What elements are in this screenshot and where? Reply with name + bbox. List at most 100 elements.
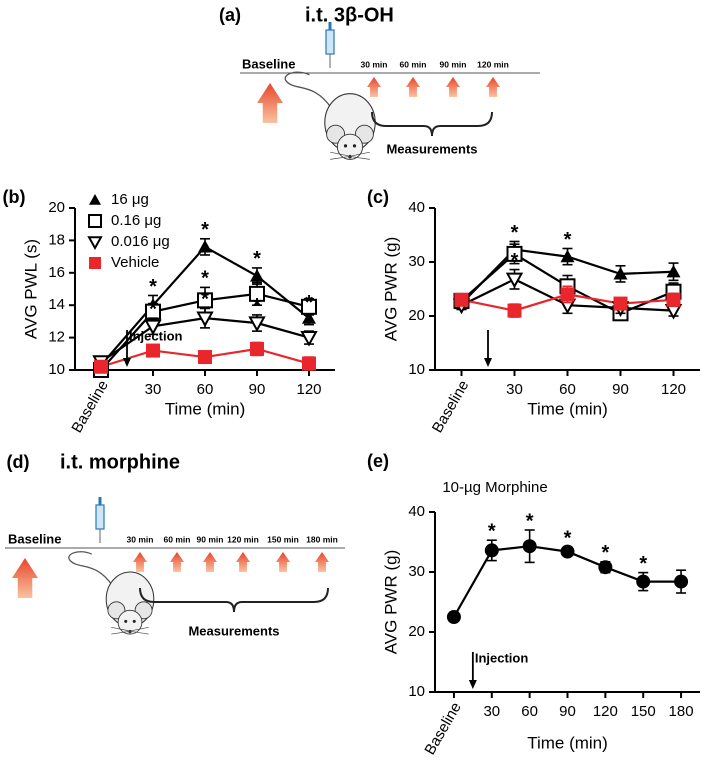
whisker [351,156,370,160]
syringe-icon [325,22,335,68]
data-point [250,269,264,282]
data-point [505,272,524,289]
significance-mark: * [149,298,157,320]
legend-marker [88,214,102,228]
time-label: 30 min [127,534,154,544]
baseline-label: Baseline [242,56,295,71]
y-axis-title: AVG PWR (g) [381,550,400,655]
data-point [250,341,264,356]
arrow-icon [12,558,38,598]
data-point [613,296,628,311]
mouse-eye [132,619,136,623]
significance-mark: * [149,276,157,298]
injection-arrowhead [468,680,477,689]
data-point [446,610,461,624]
y-axis-title: AVG PWR (g) [381,237,400,342]
time-label: 90 min [440,59,467,69]
time-label: 60 min [400,59,427,69]
data-point [249,285,265,302]
significance-mark: * [639,553,647,575]
x-tick-label: Baseline [68,377,111,435]
injection-arrowhead [123,358,131,367]
y-tick-label: 14 [48,296,65,313]
whisker [330,156,349,160]
mouse-head [336,133,364,160]
y-tick-label: 12 [48,329,65,346]
significance-mark: * [526,510,534,532]
significance-mark: * [564,229,572,251]
injection-arrowhead [484,358,492,367]
y-tick-label: 10 [408,683,425,700]
data-point [198,350,212,365]
significance-mark: * [253,248,261,270]
x-tick-label: 180 [669,703,694,720]
data-point [302,356,316,371]
syringe-icon [95,497,105,543]
baseline-label: Baseline [8,531,61,546]
significance-mark: * [488,520,496,542]
panel-label: (b) [3,187,26,207]
data-point [248,316,266,333]
whisker [131,626,149,632]
significance-mark: * [253,295,261,317]
y-tick-label: 18 [48,231,65,248]
significance-mark: * [201,289,209,311]
y-tick-label: 10 [408,361,425,378]
x-axis-title: Time (min) [165,399,246,418]
x-tick-label: 90 [559,703,576,720]
legend-marker [89,257,101,269]
significance-mark: * [201,219,209,241]
panel-label: (a) [219,5,241,25]
x-axis-title: Time (min) [527,399,608,418]
mouse-tail [68,551,114,587]
data-point [598,560,613,575]
x-tick-label: 90 [249,381,266,398]
arrow-icon [276,552,290,572]
syringe-barrel [95,504,105,530]
arrow-icon [236,552,250,572]
brace [139,587,329,613]
legend-marker [87,236,103,251]
chart-title: 10-µg Morphine [442,479,547,496]
data-point [197,292,213,309]
syringe-plunger [328,22,332,30]
mouse-icon [284,71,376,160]
significance-mark: * [305,292,313,314]
x-tick-label: 30 [145,381,162,398]
time-label: 30 min [361,59,388,69]
x-tick-label: 120 [593,703,618,720]
data-point [674,574,689,589]
data-point [666,264,681,278]
x-tick-label: 120 [296,381,321,398]
x-tick-label: 60 [197,381,214,398]
injection-label: Injection [129,328,183,343]
arrow-icon [257,83,283,123]
data-point [522,539,537,554]
panel-label: (d) [7,452,30,472]
y-tick-label: 40 [408,503,425,520]
mouse-head [117,609,143,635]
legend-label: 16 μg [111,191,149,208]
mouse-eye [352,144,357,148]
syringe-barrel [325,29,335,55]
arrow-icon [486,77,500,97]
data-point [302,311,316,324]
data-point [507,303,522,318]
significance-mark: * [564,528,572,550]
significance-mark: * [511,250,519,272]
x-tick-label: 90 [612,381,629,398]
x-tick-label: 120 [661,381,686,398]
legend-label: 0.016 μg [111,233,170,250]
y-tick-label: 30 [408,253,425,270]
data-point [666,292,681,307]
panel-label: (c) [367,187,389,207]
y-tick-label: 10 [48,361,65,378]
significance-mark: * [511,222,519,244]
caption: Measurements [386,141,477,156]
data-point [300,331,318,347]
diagram-title: i.t. 3β-OH [305,4,394,26]
mouse-eye [124,619,128,623]
whisker [330,151,349,157]
brace [371,111,493,137]
